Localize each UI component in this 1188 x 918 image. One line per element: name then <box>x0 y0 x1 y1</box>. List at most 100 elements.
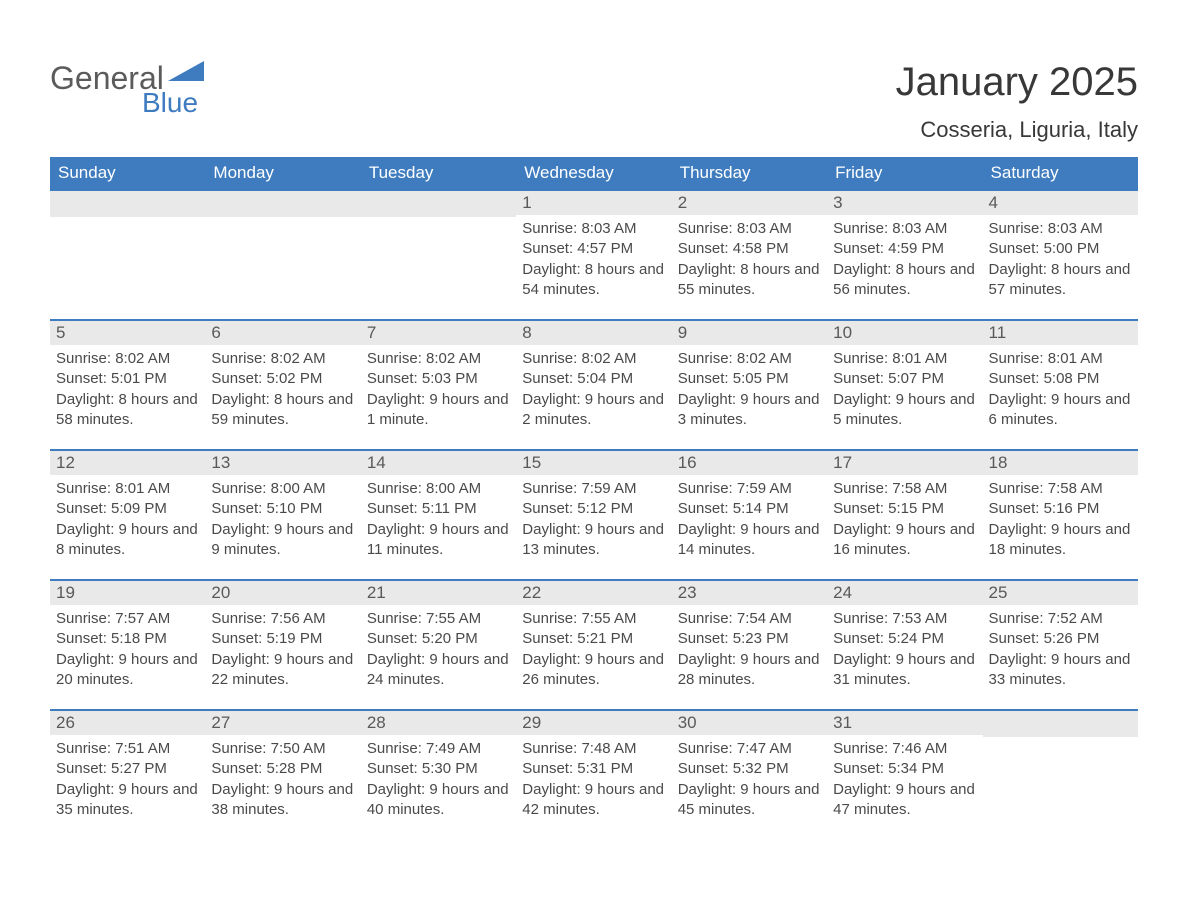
sunset-text: Sunset: 5:03 PM <box>367 369 510 389</box>
sunset-text: Sunset: 5:07 PM <box>833 369 976 389</box>
day-data: Sunrise: 8:03 AMSunset: 4:57 PMDaylight:… <box>516 215 671 312</box>
daylight-text: Daylight: 9 hours and 22 minutes. <box>211 650 354 691</box>
daylight-text: Daylight: 9 hours and 47 minutes. <box>833 780 976 821</box>
daylight-text: Daylight: 8 hours and 55 minutes. <box>678 260 821 301</box>
daylight-text: Daylight: 9 hours and 35 minutes. <box>56 780 199 821</box>
sunrise-text: Sunrise: 7:53 AM <box>833 609 976 629</box>
calendar-cell: 6Sunrise: 8:02 AMSunset: 5:02 PMDaylight… <box>205 321 360 449</box>
calendar-cell: 31Sunrise: 7:46 AMSunset: 5:34 PMDayligh… <box>827 711 982 839</box>
daylight-text: Daylight: 8 hours and 59 minutes. <box>211 390 354 431</box>
empty-day <box>50 191 205 217</box>
sunrise-text: Sunrise: 7:47 AM <box>678 739 821 759</box>
day-number: 21 <box>361 581 516 605</box>
sunset-text: Sunset: 5:18 PM <box>56 629 199 649</box>
day-number: 31 <box>827 711 982 735</box>
day-number: 5 <box>50 321 205 345</box>
day-data: Sunrise: 7:59 AMSunset: 5:12 PMDaylight:… <box>516 475 671 572</box>
day-number: 9 <box>672 321 827 345</box>
week-row: 26Sunrise: 7:51 AMSunset: 5:27 PMDayligh… <box>50 709 1138 839</box>
day-number: 3 <box>827 191 982 215</box>
day-data: Sunrise: 7:47 AMSunset: 5:32 PMDaylight:… <box>672 735 827 832</box>
day-data: Sunrise: 8:01 AMSunset: 5:07 PMDaylight:… <box>827 345 982 442</box>
daylight-text: Daylight: 9 hours and 31 minutes. <box>833 650 976 691</box>
sunset-text: Sunset: 4:59 PM <box>833 239 976 259</box>
day-data: Sunrise: 7:55 AMSunset: 5:20 PMDaylight:… <box>361 605 516 702</box>
calendar-cell: 29Sunrise: 7:48 AMSunset: 5:31 PMDayligh… <box>516 711 671 839</box>
daylight-text: Daylight: 9 hours and 18 minutes. <box>989 520 1132 561</box>
daylight-text: Daylight: 9 hours and 8 minutes. <box>56 520 199 561</box>
sunset-text: Sunset: 5:02 PM <box>211 369 354 389</box>
day-data: Sunrise: 7:56 AMSunset: 5:19 PMDaylight:… <box>205 605 360 702</box>
daylight-text: Daylight: 9 hours and 5 minutes. <box>833 390 976 431</box>
day-number: 29 <box>516 711 671 735</box>
calendar-cell: 9Sunrise: 8:02 AMSunset: 5:05 PMDaylight… <box>672 321 827 449</box>
day-data: Sunrise: 7:52 AMSunset: 5:26 PMDaylight:… <box>983 605 1138 702</box>
weeks-container: 1Sunrise: 8:03 AMSunset: 4:57 PMDaylight… <box>50 189 1138 839</box>
empty-day <box>205 191 360 217</box>
calendar-cell: 25Sunrise: 7:52 AMSunset: 5:26 PMDayligh… <box>983 581 1138 709</box>
sunset-text: Sunset: 5:09 PM <box>56 499 199 519</box>
calendar-cell: 23Sunrise: 7:54 AMSunset: 5:23 PMDayligh… <box>672 581 827 709</box>
sunset-text: Sunset: 5:05 PM <box>678 369 821 389</box>
calendar-cell: 16Sunrise: 7:59 AMSunset: 5:14 PMDayligh… <box>672 451 827 579</box>
day-data: Sunrise: 7:46 AMSunset: 5:34 PMDaylight:… <box>827 735 982 832</box>
calendar-cell: 3Sunrise: 8:03 AMSunset: 4:59 PMDaylight… <box>827 191 982 319</box>
day-data: Sunrise: 8:01 AMSunset: 5:09 PMDaylight:… <box>50 475 205 572</box>
sunset-text: Sunset: 5:23 PM <box>678 629 821 649</box>
sunset-text: Sunset: 5:20 PM <box>367 629 510 649</box>
sunset-text: Sunset: 5:12 PM <box>522 499 665 519</box>
day-number: 6 <box>205 321 360 345</box>
sunset-text: Sunset: 4:58 PM <box>678 239 821 259</box>
sunset-text: Sunset: 5:19 PM <box>211 629 354 649</box>
week-row: 1Sunrise: 8:03 AMSunset: 4:57 PMDaylight… <box>50 189 1138 319</box>
day-data: Sunrise: 7:58 AMSunset: 5:16 PMDaylight:… <box>983 475 1138 572</box>
sunrise-text: Sunrise: 7:59 AM <box>522 479 665 499</box>
day-data: Sunrise: 7:48 AMSunset: 5:31 PMDaylight:… <box>516 735 671 832</box>
daylight-text: Daylight: 9 hours and 45 minutes. <box>678 780 821 821</box>
calendar-cell <box>361 191 516 319</box>
day-data: Sunrise: 8:03 AMSunset: 4:59 PMDaylight:… <box>827 215 982 312</box>
daylight-text: Daylight: 9 hours and 38 minutes. <box>211 780 354 821</box>
calendar-cell: 22Sunrise: 7:55 AMSunset: 5:21 PMDayligh… <box>516 581 671 709</box>
sunrise-text: Sunrise: 7:49 AM <box>367 739 510 759</box>
sunset-text: Sunset: 5:11 PM <box>367 499 510 519</box>
calendar-cell <box>205 191 360 319</box>
day-data: Sunrise: 8:00 AMSunset: 5:10 PMDaylight:… <box>205 475 360 572</box>
calendar-cell: 17Sunrise: 7:58 AMSunset: 5:15 PMDayligh… <box>827 451 982 579</box>
sunrise-text: Sunrise: 7:59 AM <box>678 479 821 499</box>
sunrise-text: Sunrise: 8:02 AM <box>367 349 510 369</box>
day-number: 20 <box>205 581 360 605</box>
sunset-text: Sunset: 5:10 PM <box>211 499 354 519</box>
calendar-cell: 27Sunrise: 7:50 AMSunset: 5:28 PMDayligh… <box>205 711 360 839</box>
sunrise-text: Sunrise: 8:01 AM <box>833 349 976 369</box>
calendar-cell: 18Sunrise: 7:58 AMSunset: 5:16 PMDayligh… <box>983 451 1138 579</box>
sunrise-text: Sunrise: 7:55 AM <box>367 609 510 629</box>
calendar-cell: 2Sunrise: 8:03 AMSunset: 4:58 PMDaylight… <box>672 191 827 319</box>
dayheader: Sunday <box>50 157 205 189</box>
sunrise-text: Sunrise: 8:03 AM <box>833 219 976 239</box>
sunset-text: Sunset: 5:28 PM <box>211 759 354 779</box>
daylight-text: Daylight: 9 hours and 26 minutes. <box>522 650 665 691</box>
calendar-cell: 14Sunrise: 8:00 AMSunset: 5:11 PMDayligh… <box>361 451 516 579</box>
dayheader: Tuesday <box>361 157 516 189</box>
week-row: 19Sunrise: 7:57 AMSunset: 5:18 PMDayligh… <box>50 579 1138 709</box>
sunrise-text: Sunrise: 8:03 AM <box>522 219 665 239</box>
sunset-text: Sunset: 5:34 PM <box>833 759 976 779</box>
daylight-text: Daylight: 8 hours and 56 minutes. <box>833 260 976 301</box>
day-number: 30 <box>672 711 827 735</box>
calendar-cell <box>983 711 1138 839</box>
sunset-text: Sunset: 5:26 PM <box>989 629 1132 649</box>
day-number: 22 <box>516 581 671 605</box>
week-row: 12Sunrise: 8:01 AMSunset: 5:09 PMDayligh… <box>50 449 1138 579</box>
daylight-text: Daylight: 9 hours and 40 minutes. <box>367 780 510 821</box>
day-number: 17 <box>827 451 982 475</box>
day-data: Sunrise: 7:50 AMSunset: 5:28 PMDaylight:… <box>205 735 360 832</box>
calendar-cell <box>50 191 205 319</box>
dayheader: Wednesday <box>516 157 671 189</box>
daylight-text: Daylight: 9 hours and 28 minutes. <box>678 650 821 691</box>
sunrise-text: Sunrise: 8:03 AM <box>989 219 1132 239</box>
empty-day <box>983 711 1138 737</box>
calendar-cell: 30Sunrise: 7:47 AMSunset: 5:32 PMDayligh… <box>672 711 827 839</box>
empty-day <box>361 191 516 217</box>
sunrise-text: Sunrise: 7:46 AM <box>833 739 976 759</box>
